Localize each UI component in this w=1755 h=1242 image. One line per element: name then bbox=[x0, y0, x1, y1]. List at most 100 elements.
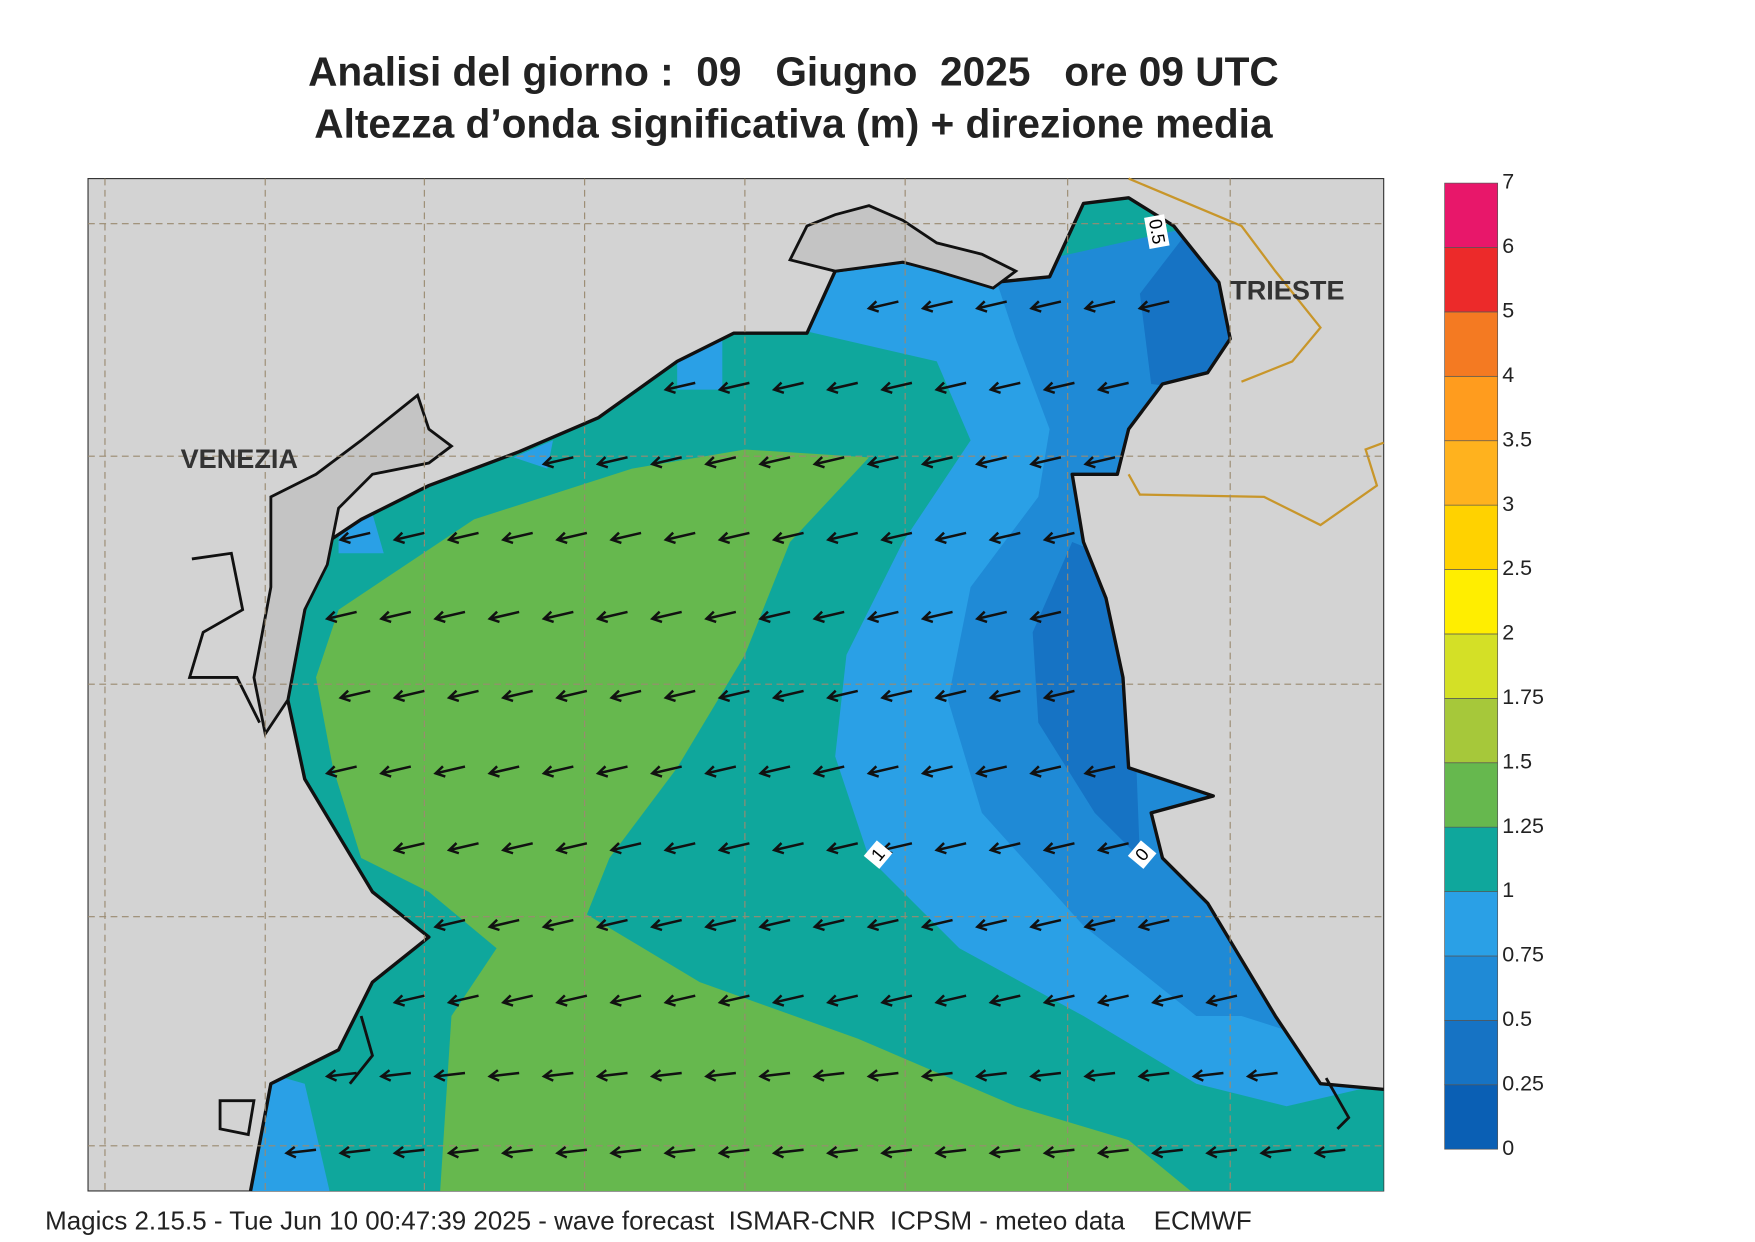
coastline bbox=[248, 196, 1384, 1192]
arrow bbox=[446, 531, 479, 545]
direction-arrows bbox=[284, 300, 1346, 1159]
arrow bbox=[324, 765, 357, 778]
contour-label-text: 0.5 bbox=[1145, 218, 1169, 246]
arrow bbox=[1096, 381, 1129, 394]
title-line-1: Analisi del giorno : 09 Giugno 2025 ore … bbox=[308, 48, 1279, 94]
arrow bbox=[433, 610, 466, 624]
arrow bbox=[704, 456, 737, 469]
arrow bbox=[487, 918, 520, 932]
arrow bbox=[934, 381, 967, 394]
arrow bbox=[1096, 1145, 1129, 1159]
arrow bbox=[1029, 456, 1062, 469]
contour-label-box bbox=[863, 840, 893, 869]
colorbar-segment bbox=[1444, 440, 1499, 506]
arrow bbox=[704, 610, 737, 624]
venice-lagoon bbox=[252, 392, 454, 738]
arrow bbox=[1151, 1145, 1183, 1159]
arrow bbox=[1042, 689, 1075, 703]
arrow bbox=[1259, 1145, 1292, 1159]
colorbar-label: 1.25 bbox=[1502, 814, 1544, 838]
colorbar-segment bbox=[1444, 1084, 1499, 1150]
arrow bbox=[1205, 1145, 1238, 1159]
arrow bbox=[866, 1069, 899, 1082]
arrow bbox=[880, 1145, 913, 1159]
colorbar-label: 2.5 bbox=[1502, 556, 1532, 580]
arrow bbox=[1042, 1145, 1075, 1159]
arrow bbox=[595, 918, 628, 932]
arrow bbox=[758, 456, 791, 469]
colorbar-label: 6 bbox=[1502, 234, 1514, 258]
arrow bbox=[446, 1145, 479, 1159]
arrow bbox=[595, 610, 628, 624]
arrow bbox=[717, 1145, 750, 1159]
arrow bbox=[609, 842, 642, 855]
arrow bbox=[812, 456, 845, 469]
arrow bbox=[392, 994, 425, 1007]
arrow bbox=[1029, 918, 1062, 932]
arrow bbox=[446, 994, 479, 1007]
arrow bbox=[920, 765, 953, 778]
border bbox=[1127, 177, 1385, 527]
arrow bbox=[663, 842, 696, 855]
arrow bbox=[649, 1069, 682, 1082]
colorbar-segment bbox=[1444, 1020, 1499, 1086]
arrow bbox=[433, 765, 466, 778]
arrow bbox=[609, 531, 642, 545]
arrow bbox=[324, 610, 357, 624]
arrow bbox=[1096, 842, 1129, 855]
arrow bbox=[595, 765, 628, 778]
arrow bbox=[541, 918, 574, 932]
arrow bbox=[975, 765, 1008, 778]
place-label: VENEZIA bbox=[181, 443, 298, 474]
arrow bbox=[338, 531, 371, 545]
arrow bbox=[866, 300, 899, 313]
arrow bbox=[934, 1145, 967, 1159]
arrow bbox=[649, 918, 682, 932]
arrow bbox=[866, 918, 899, 932]
arrow bbox=[934, 994, 967, 1007]
arrow bbox=[866, 610, 899, 624]
arrow bbox=[771, 381, 804, 394]
contour-label-box bbox=[1144, 214, 1170, 249]
colorbar-segment bbox=[1444, 698, 1499, 764]
arrow bbox=[663, 994, 696, 1007]
arrow bbox=[392, 1145, 425, 1159]
arrow bbox=[826, 531, 859, 545]
arrow bbox=[379, 765, 412, 778]
arrow bbox=[609, 994, 642, 1007]
arrow bbox=[826, 994, 859, 1007]
arrow bbox=[934, 689, 967, 703]
arrow bbox=[974, 1069, 1007, 1082]
arrow bbox=[758, 1069, 791, 1082]
arrow bbox=[501, 994, 533, 1007]
arrow bbox=[758, 918, 791, 932]
arrow bbox=[338, 1145, 371, 1159]
arrow bbox=[812, 1069, 845, 1082]
arrow bbox=[1137, 918, 1170, 932]
arrow bbox=[663, 531, 696, 545]
arrow bbox=[866, 765, 899, 778]
contour-label: 0.5 bbox=[1144, 214, 1170, 249]
arrow bbox=[649, 610, 682, 624]
arrow bbox=[920, 610, 953, 624]
arrow bbox=[1083, 765, 1116, 778]
arrow bbox=[446, 689, 479, 703]
arrow bbox=[988, 689, 1021, 703]
colorbar-label: 0.75 bbox=[1502, 943, 1544, 967]
arrow bbox=[1042, 994, 1075, 1007]
arrow bbox=[771, 1145, 804, 1159]
arrow bbox=[758, 610, 791, 624]
arrow bbox=[704, 765, 737, 778]
arrow bbox=[1042, 381, 1075, 394]
arrow bbox=[771, 994, 804, 1007]
arrow bbox=[771, 689, 804, 703]
arrow bbox=[1313, 1145, 1346, 1159]
arrow bbox=[392, 842, 425, 855]
arrow bbox=[717, 381, 750, 394]
colorbar-segment bbox=[1444, 311, 1499, 377]
arrow bbox=[541, 765, 574, 778]
colorbar-segment bbox=[1444, 762, 1499, 828]
arrow bbox=[920, 1069, 953, 1082]
